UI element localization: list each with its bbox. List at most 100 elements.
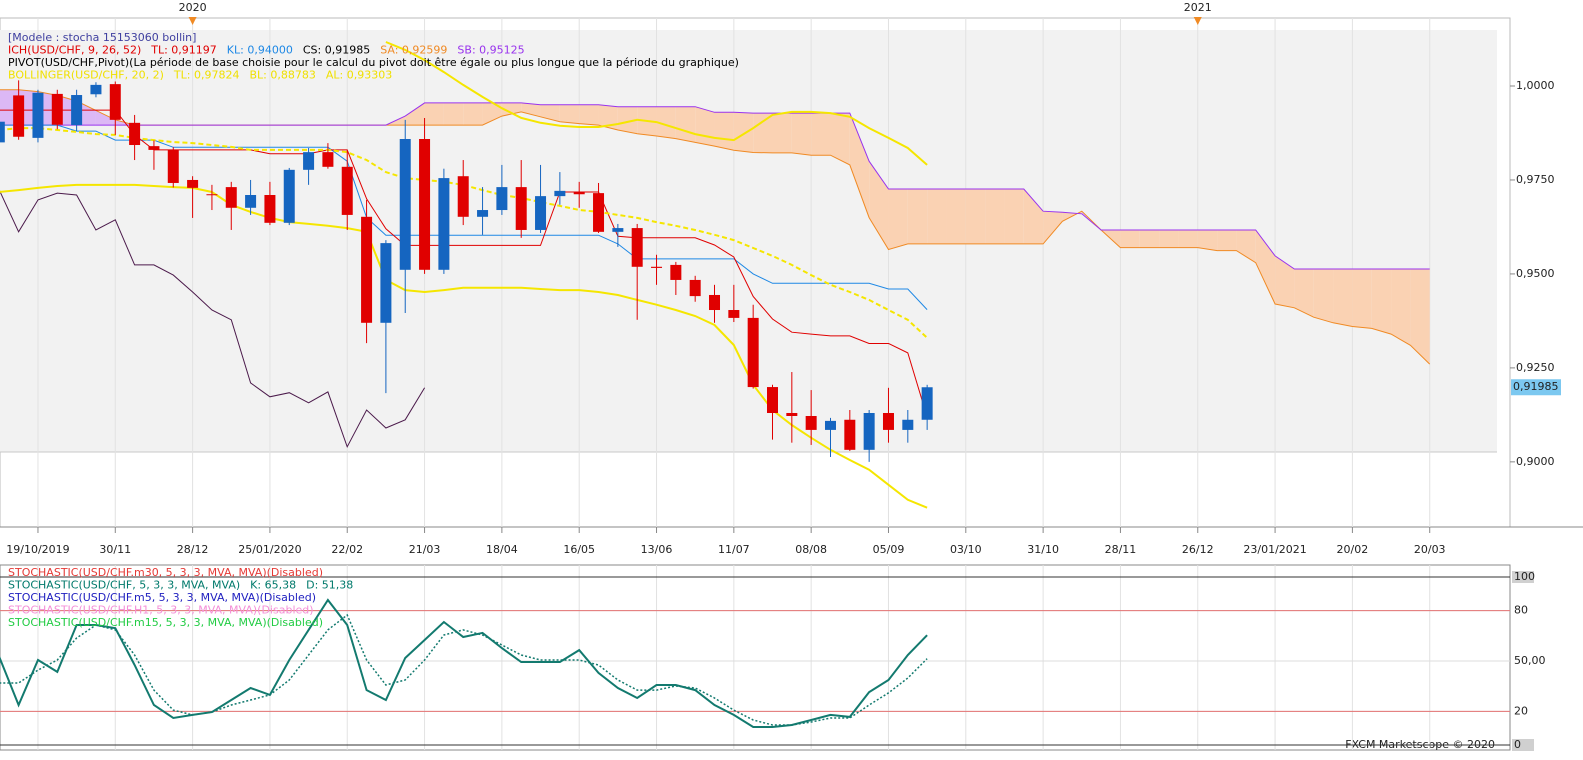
cloud-fill [1217, 229, 1237, 251]
candle-body [496, 187, 508, 211]
x-tick-label: 19/10/2019 [6, 543, 69, 556]
x-tick-label: 13/06 [641, 543, 673, 556]
candle-body [303, 152, 315, 170]
candle-body [341, 166, 353, 215]
candle-body [689, 279, 701, 297]
x-tick-label: 30/11 [99, 543, 131, 556]
candle-body [245, 195, 257, 208]
legend-text: D: 51,38 [306, 579, 353, 592]
cloud-fill [772, 113, 792, 153]
cloud-fill [1159, 229, 1179, 248]
cloud-fill [907, 188, 928, 244]
x-tick-label: 16/05 [563, 543, 595, 556]
x-tick-label: 28/11 [1105, 543, 1137, 556]
cloud-fill [1275, 255, 1295, 308]
legend-text: STOCHASTIC(USD/CHF.m5, 5, 3, 3, MVA, MVA… [8, 591, 316, 604]
candle-body [225, 187, 237, 208]
cloud-fill [1294, 269, 1314, 318]
candle-body [631, 228, 643, 267]
candle-body [593, 193, 605, 232]
candle-body [824, 420, 836, 430]
legend-text: SB: 0,95125 [457, 44, 524, 57]
legend-text: AL: 0,93303 [326, 69, 392, 82]
candle-body [438, 178, 450, 270]
candle-body [477, 210, 489, 217]
cloud-fill [1120, 229, 1140, 248]
legend-text: STOCHASTIC(USD/CHF, 5, 3, 3, MVA, MVA) [8, 579, 240, 592]
cloud-fill [1197, 229, 1218, 251]
indicator-line [0, 127, 928, 339]
candle-body [361, 216, 373, 323]
legend-text: CS: 0,91985 [303, 44, 370, 57]
legend-text: PIVOT(USD/CHF,Pivot)(La période de base … [8, 56, 739, 69]
candle-body [554, 190, 566, 197]
candle-body [709, 294, 721, 311]
cloud-fill [617, 106, 638, 134]
year-label: 2021 [1184, 1, 1212, 14]
cloud-fill [482, 102, 502, 126]
cloud-fill [559, 104, 580, 124]
legend-text: STOCHASTIC(USD/CHF.H1, 5, 3, 3, MVA, MVA… [8, 604, 314, 617]
candle-body [419, 138, 431, 270]
cloud-fill [95, 110, 116, 126]
candle-body [148, 146, 160, 150]
candle-body [670, 264, 682, 280]
candle-body [109, 84, 121, 120]
candle-body [921, 387, 933, 420]
candle-body [612, 228, 624, 232]
x-tick-label: 08/08 [795, 543, 827, 556]
y-tick-label: 0,9000 [1516, 455, 1555, 468]
legend-line: [Modele : stocha 15153060 bollin] [8, 31, 196, 44]
cloud-fill [405, 102, 425, 126]
x-tick-label: 23/01/2021 [1243, 543, 1306, 556]
candle-body [90, 84, 102, 95]
cloud-fill [753, 113, 773, 153]
cloud-fill [1391, 269, 1411, 346]
y-tick-label: 0,9750 [1516, 173, 1555, 186]
cloud-fill [849, 113, 870, 218]
candle-body [728, 310, 740, 318]
stochastic-line [0, 598, 928, 728]
candle-body [457, 176, 469, 217]
y-tick-label: 1,0000 [1516, 79, 1555, 92]
candle-body [651, 266, 663, 268]
candle-body [264, 195, 276, 223]
price-area [0, 30, 1497, 452]
legend-text: ICH(USD/CHF, 9, 26, 52) [8, 44, 141, 57]
x-tick-label: 25/01/2020 [238, 543, 301, 556]
candle-body [206, 194, 218, 196]
cloud-fill [695, 106, 715, 147]
candle-body [805, 416, 817, 430]
cloud-fill [675, 106, 696, 143]
stochastic-line [0, 613, 928, 726]
y-tick-label: 80 [1514, 604, 1528, 617]
year-marker [188, 17, 197, 25]
cloud-fill [830, 113, 850, 165]
cloud-fill [1178, 229, 1198, 248]
cloud-fill [521, 102, 541, 117]
candle-body [747, 317, 759, 388]
x-tick-label: 11/07 [718, 543, 750, 556]
legend-line: BOLLINGER(USD/CHF, 20, 2) TL: 0,97824 BL: … [8, 69, 392, 82]
senkou-b [0, 102, 1430, 270]
legend-text: TL: 0,97824 [173, 69, 240, 82]
candle-body [51, 93, 63, 125]
legend-text: TL: 0,91197 [150, 44, 217, 57]
candle-body [167, 149, 179, 183]
x-tick-label: 21/03 [409, 543, 441, 556]
y-tick-label: 50,00 [1514, 654, 1546, 667]
legend-text: KL: 0,94000 [227, 44, 293, 57]
cloud-fill [888, 188, 908, 250]
candle-body [863, 412, 875, 450]
cloud-fill [733, 112, 754, 153]
y-tick-label: 0,9500 [1516, 267, 1555, 280]
cloud-fill [1139, 229, 1160, 248]
cloud-fill [656, 106, 676, 139]
last-price-label: 0,91985 [1513, 380, 1559, 393]
cloud-fill [1255, 229, 1276, 304]
candle-body [399, 138, 411, 270]
legend-line: STOCHASTIC(USD/CHF.H1, 5, 3, 3, MVA, MVA… [8, 604, 314, 617]
year-label: 2020 [179, 1, 207, 14]
candle-body [13, 95, 25, 137]
